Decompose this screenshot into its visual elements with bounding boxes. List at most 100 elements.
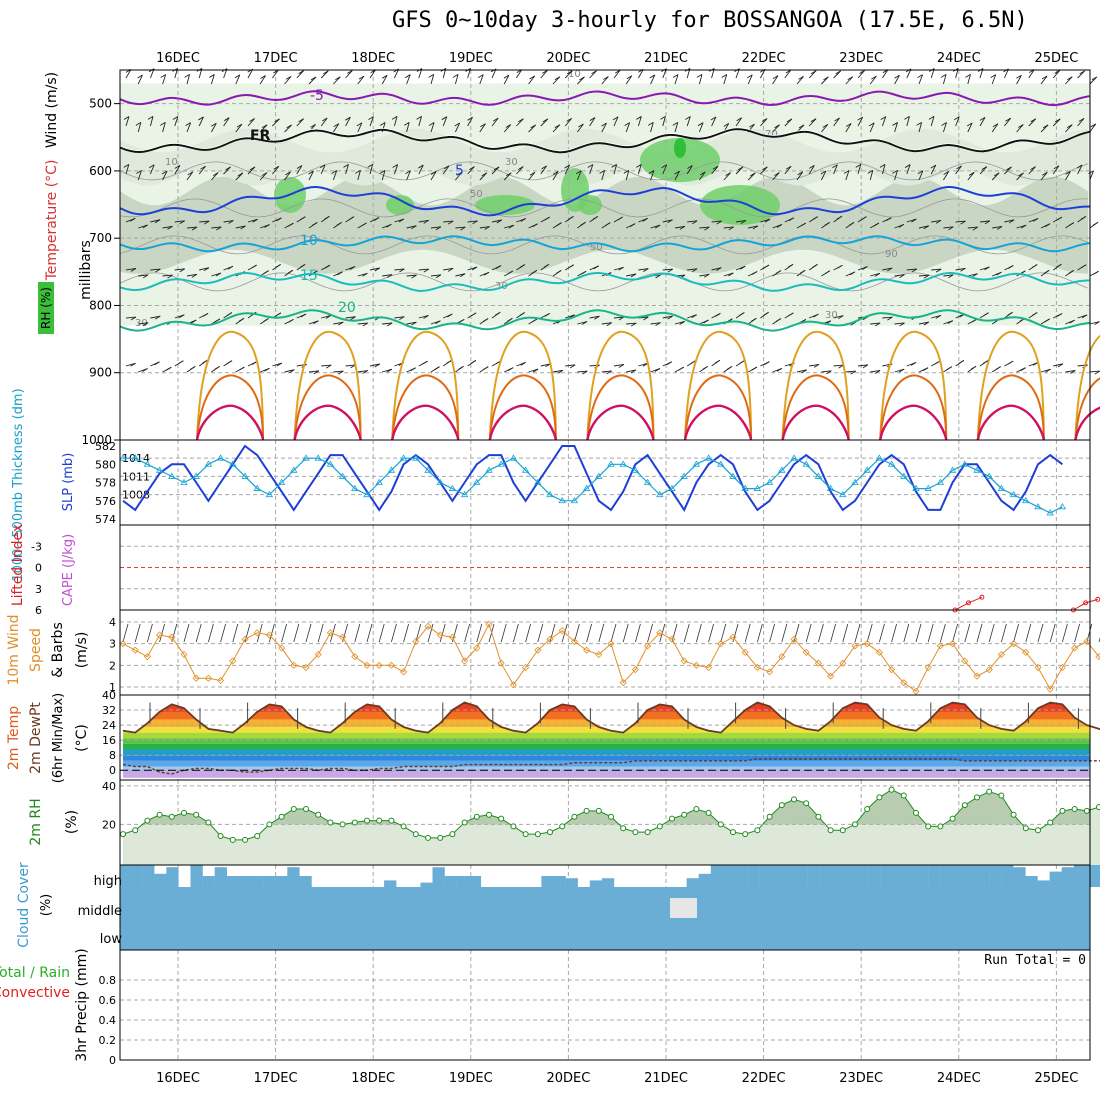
wind-barb — [491, 219, 502, 223]
wind-speed-point — [753, 663, 761, 672]
wind-barb-flag — [810, 70, 817, 75]
slp-point — [961, 460, 969, 467]
wind-barb-flag — [1042, 171, 1048, 176]
wind-barb-10m — [720, 623, 727, 643]
rh-contour-label: 30 — [825, 310, 838, 321]
wind-barb-flag — [564, 164, 570, 169]
lifted-index-tick-label: -3 — [31, 540, 42, 553]
wind-barb — [162, 225, 173, 229]
wind-barb-flag — [715, 312, 721, 317]
wind-barb — [345, 316, 356, 319]
wind-barb-flag — [167, 225, 173, 230]
ylabel-temp-units: (°C) — [74, 724, 90, 752]
wind-barb-flag — [130, 217, 136, 222]
wind-barb-flag — [996, 271, 1002, 276]
rh-point — [803, 800, 810, 807]
wind-barb — [345, 116, 351, 127]
cloud-high-bar — [601, 878, 615, 887]
wind-barb — [601, 76, 609, 85]
wind-barb-10m — [854, 623, 861, 643]
wind-barb-flag — [275, 263, 281, 268]
wind-barb — [967, 122, 973, 133]
wind-barb-flag — [904, 164, 911, 168]
wind-barb-flag — [1057, 363, 1064, 368]
cloud-high-bar — [154, 873, 167, 887]
cloud-high-bar — [238, 876, 252, 887]
wind-barb-flag — [532, 223, 538, 228]
rh-point — [913, 809, 919, 816]
slp-point — [607, 460, 615, 467]
wind-barb — [540, 70, 548, 79]
wind-barb-flag — [374, 363, 381, 368]
wind-barb-flag — [569, 364, 576, 369]
wind-barb — [479, 123, 486, 133]
wind-barb-flag — [740, 265, 746, 270]
wind-barb — [162, 122, 166, 133]
wind-speed-point — [583, 646, 591, 654]
cloud-low-mid — [130, 887, 1090, 950]
dewpoint-line — [122, 758, 1100, 775]
wind-barb-flag — [211, 122, 217, 127]
temp-contour-boundary-layer — [293, 374, 362, 441]
rh-contour-label: 50 — [470, 189, 483, 200]
slp-point — [546, 490, 554, 498]
rh-contour — [119, 272, 1089, 292]
wind-barb — [211, 172, 219, 181]
wind-barb-flag — [809, 165, 815, 169]
wind-barb-flag — [223, 117, 230, 122]
wind-barb — [833, 315, 844, 319]
wind-barb-flag — [142, 368, 148, 372]
slp-point — [314, 454, 322, 461]
wind-speed-point — [705, 663, 713, 672]
wind-barb-flag — [785, 69, 792, 74]
wind-barb-flag — [202, 313, 209, 317]
wind-barb-flag — [1018, 172, 1024, 177]
wind-barb — [430, 226, 441, 229]
wind-barb-flag — [702, 365, 708, 370]
cloud-high-bar — [1037, 880, 1050, 887]
wind-barb-flag — [667, 268, 673, 273]
wind-barb — [149, 164, 155, 175]
wind-barb-flag — [716, 267, 722, 272]
wind-barb-flag — [604, 222, 611, 226]
wind-barb-flag — [447, 313, 453, 318]
slp-point — [1058, 503, 1067, 510]
wind-barb-flag — [685, 116, 691, 120]
wind-barb-flag — [568, 215, 574, 220]
wind-barb-flag — [310, 76, 317, 81]
wind-barb-flag — [1076, 164, 1083, 169]
wind-barb-flag — [541, 165, 547, 170]
slp-point — [1046, 509, 1054, 516]
wind-barb-flag — [435, 274, 442, 279]
wind-barb — [882, 267, 893, 271]
wind-barb-10m — [427, 623, 434, 643]
wind-barb-flag — [477, 74, 484, 78]
wind-barb-flag — [519, 264, 526, 268]
wind-barb — [991, 123, 999, 133]
wind-barb — [137, 170, 142, 181]
precip-tick-label: 0.6 — [99, 994, 117, 1007]
wind-speed-point — [680, 657, 688, 665]
ylabel-rh: RH (%) — [39, 287, 53, 329]
cloud-high-bar — [202, 876, 215, 887]
wind-barb — [186, 273, 197, 277]
wind-barb — [845, 123, 852, 133]
rh-high-blob — [386, 195, 414, 215]
wind-barb — [784, 69, 792, 79]
wind-barb-10m — [159, 623, 165, 643]
wind-barb-flag — [337, 321, 344, 326]
wind-barb — [967, 172, 975, 181]
wind-speed-point — [534, 646, 542, 654]
temp-band — [123, 770, 1090, 778]
wind-barb — [955, 116, 960, 127]
wind-barb-flag — [655, 322, 661, 327]
wind-barb-flag — [917, 74, 923, 79]
wind-barb — [906, 116, 910, 127]
wind-speed-point — [314, 650, 322, 659]
ylabel-temperature: Temperature (°C) — [44, 160, 60, 282]
wind-barb — [455, 273, 466, 277]
wind-barb-flag — [836, 215, 843, 220]
pressure-tick-label: 900 — [89, 366, 112, 380]
wind-barb — [369, 164, 374, 175]
wind-barb — [393, 116, 398, 127]
